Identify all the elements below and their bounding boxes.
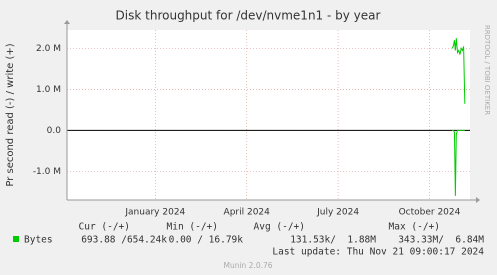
legend-swatch: [13, 236, 19, 242]
axis-arrow: [476, 197, 480, 203]
last-update: Last update: Thu Nov 21 09:00:17 2024: [272, 247, 484, 258]
stats-value: 343.33M/ 6.84M: [398, 235, 484, 246]
legend-label: Bytes: [24, 235, 53, 246]
plot-area: [67, 30, 470, 200]
series-line: [451, 38, 466, 104]
x-tick-label: January 2024: [124, 208, 185, 218]
y-tick-label: 0.0: [47, 126, 62, 136]
stats-value: 693.88 /654.24k: [81, 235, 167, 246]
stats-header: Avg (-/+): [254, 222, 305, 233]
y-tick-label: -1.0 M: [33, 167, 61, 177]
series-line: [452, 129, 465, 196]
y-axis-label: Pr second read (-) / write (+): [5, 43, 16, 186]
stats-header: Min (-/+): [167, 222, 218, 233]
y-tick-label: 1.0 M: [36, 85, 61, 95]
stats-value: 0.00 / 16.79k: [169, 235, 244, 246]
x-tick-label: April 2024: [224, 208, 271, 218]
side-text: RRDTOOL / TOBI OETIKER: [483, 25, 491, 115]
axis-arrow: [64, 20, 70, 24]
stats-header: Cur (-/+): [79, 222, 130, 233]
y-tick-label: 2.0 M: [36, 44, 61, 54]
x-tick-label: July 2024: [316, 208, 359, 218]
stats-value: 131.53k/ 1.88M: [290, 235, 376, 246]
stats-header: Max (-/+): [389, 222, 440, 233]
x-tick-label: October 2024: [399, 208, 461, 218]
footer: Munin 2.0.76: [223, 261, 272, 270]
chart-title: Disk throughput for /dev/nvme1n1 - by ye…: [116, 9, 381, 23]
